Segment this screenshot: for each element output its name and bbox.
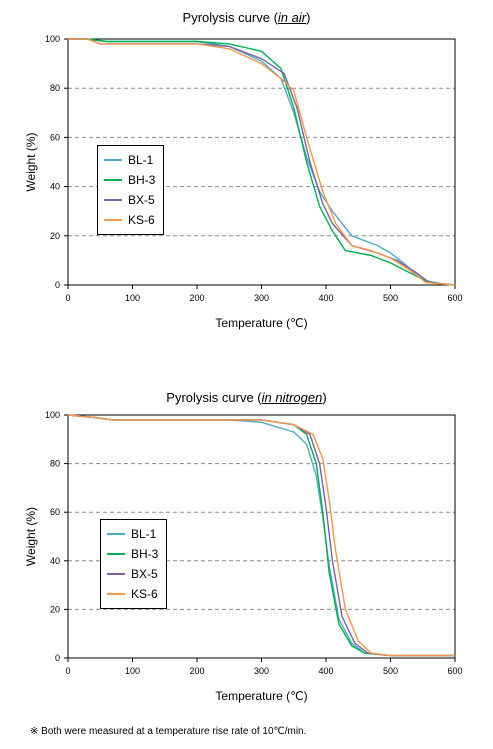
legend-swatch xyxy=(107,553,125,555)
legend-swatch xyxy=(104,159,122,161)
x-tick-label: 600 xyxy=(447,293,462,303)
y-tick-label: 100 xyxy=(45,410,60,420)
legend-item: BL-1 xyxy=(107,524,158,544)
pyrolysis-air-chart: Pyrolysis curve (in air) 0 20 40 60 80 100 0 10… xyxy=(0,0,493,355)
x-tick-label: 400 xyxy=(318,666,333,676)
chart-title-condition: in nitrogen xyxy=(261,390,323,405)
legend-item: BL-1 xyxy=(104,150,155,170)
x-tick-label: 500 xyxy=(383,293,398,303)
y-tick-label: 80 xyxy=(50,459,60,469)
legend-label: BH-3 xyxy=(128,173,156,187)
x-tick-label: 300 xyxy=(254,666,269,676)
legend-item: BH-3 xyxy=(107,544,158,564)
legend-label: BL-1 xyxy=(128,153,154,167)
legend-item: KS-6 xyxy=(107,584,158,604)
legend-item: BH-3 xyxy=(104,170,155,190)
x-tick-label: 300 xyxy=(254,293,269,303)
y-tick-label: 0 xyxy=(55,280,60,290)
legend-item: BX-5 xyxy=(107,564,158,584)
legend-label: BX-5 xyxy=(131,567,158,581)
legend-swatch xyxy=(107,593,125,595)
series-line-ks-6 xyxy=(67,414,455,657)
legend-label: KS-6 xyxy=(131,587,158,601)
legend-label: BH-3 xyxy=(131,547,159,561)
legend-swatch xyxy=(104,179,122,181)
x-axis-title: Temperature (℃) xyxy=(215,689,307,703)
pyrolysis-nitrogen-chart: Pyrolysis curve (in nitrogen) 0 20 40 60 80 1… xyxy=(0,380,493,710)
y-axis-title: Weight (%) xyxy=(24,507,38,566)
x-tick-label: 600 xyxy=(447,666,462,676)
legend-swatch xyxy=(104,199,122,201)
y-axis-title: Weight (%) xyxy=(24,132,38,191)
y-tick-label: 40 xyxy=(50,182,60,192)
x-tick-label: 0 xyxy=(65,666,70,676)
legend-label: KS-6 xyxy=(128,213,155,227)
x-tick-label: 400 xyxy=(318,293,333,303)
x-tick-label: 500 xyxy=(383,666,398,676)
series-line-bh-3 xyxy=(68,38,456,286)
legend-item: KS-6 xyxy=(104,210,155,230)
x-tick-label: 200 xyxy=(189,666,204,676)
x-tick-label: 200 xyxy=(189,293,204,303)
chart-plot-area: 0 20 40 60 80 100 0 100 200 300 400 500 600 Temperatu… xyxy=(24,34,463,330)
y-tick-label: 80 xyxy=(50,83,60,93)
y-tick-label: 100 xyxy=(45,34,60,44)
chart-title: Pyrolysis curve (in air) xyxy=(182,10,311,25)
series-line-ks-6 xyxy=(68,38,456,286)
x-tick-label: 100 xyxy=(125,293,140,303)
chart-title-condition: in air xyxy=(277,10,307,25)
legend-label: BX-5 xyxy=(128,193,155,207)
y-tick-label: 0 xyxy=(55,653,60,663)
y-tick-label: 20 xyxy=(50,231,60,241)
legend-swatch xyxy=(104,219,122,221)
legend-swatch xyxy=(107,533,125,535)
x-axis-title: Temperature (℃) xyxy=(215,316,307,330)
footnote: ※ Both were measured at a temperature ri… xyxy=(30,726,307,737)
y-tick-label: 40 xyxy=(50,556,60,566)
legend-swatch xyxy=(107,573,125,575)
chart-title: Pyrolysis curve (in nitrogen) xyxy=(166,390,327,405)
chart-legend: BL-1 BH-3 BX-5 KS-6 xyxy=(97,145,165,235)
x-tick-label: 0 xyxy=(65,293,70,303)
x-tick-label: 100 xyxy=(125,666,140,676)
chart-plot-area: 0 20 40 60 80 100 0 100 200 300 400 500 600 Temperatu… xyxy=(24,410,463,703)
y-tick-label: 60 xyxy=(50,132,60,142)
chart-legend: BL-1 BH-3 BX-5 KS-6 xyxy=(100,519,168,609)
y-tick-label: 20 xyxy=(50,604,60,614)
legend-item: BX-5 xyxy=(104,190,155,210)
y-tick-label: 60 xyxy=(50,507,60,517)
legend-label: BL-1 xyxy=(131,527,157,541)
